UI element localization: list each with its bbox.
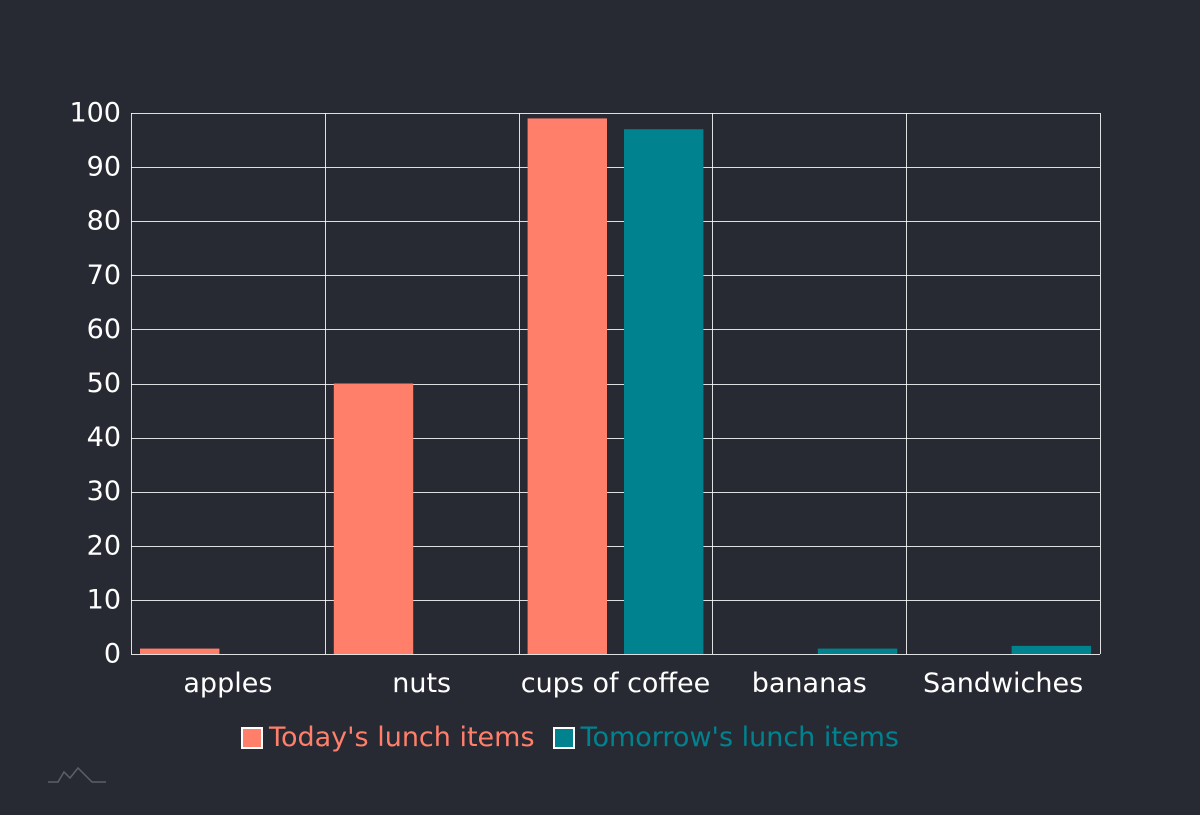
mountain-logo-icon — [48, 766, 106, 783]
bar-tomorrow-2[interactable] — [624, 129, 704, 655]
y-tick-label-40: 40 — [87, 422, 121, 453]
legend-item-today[interactable]: Today's lunch items — [241, 722, 535, 753]
legend-label-today: Today's lunch items — [269, 722, 535, 753]
grid-lines — [131, 113, 1101, 655]
legend-label-tomorrow: Tomorrow's lunch items — [580, 722, 899, 753]
x-tick-label-0: apples — [183, 668, 272, 699]
x-tick-label-3: bananas — [752, 668, 867, 699]
bar-today-2[interactable] — [527, 118, 607, 654]
legend-swatch-tomorrow — [552, 726, 575, 749]
bar-tomorrow-4[interactable] — [1011, 645, 1091, 654]
y-tick-label-10: 10 — [87, 584, 121, 615]
y-tick-label-60: 60 — [87, 314, 121, 345]
y-tick-label-0: 0 — [104, 639, 121, 670]
bar-tomorrow-3[interactable] — [817, 648, 898, 654]
bar-today-1[interactable] — [333, 383, 414, 655]
legend-item-tomorrow[interactable]: Tomorrow's lunch items — [552, 722, 899, 753]
legend-swatch-today — [241, 726, 264, 749]
x-axis-ticks: apples nuts cups of coffee bananas Sandwiche… — [183, 668, 1083, 699]
y-tick-label-50: 50 — [87, 368, 121, 399]
y-tick-label-70: 70 — [87, 260, 121, 291]
y-tick-label-90: 90 — [87, 152, 121, 183]
x-tick-label-4: Sandwiches — [923, 668, 1083, 699]
bars — [140, 118, 1091, 655]
y-tick-label-20: 20 — [87, 530, 121, 561]
legend: Today's lunch items Tomorrow's lunch ite… — [0, 722, 1140, 753]
y-tick-label-80: 80 — [87, 206, 121, 237]
x-tick-label-1: nuts — [392, 668, 451, 699]
x-tick-label-2: cups of coffee — [521, 668, 711, 699]
bar-today-0[interactable] — [140, 648, 220, 654]
y-tick-label-30: 30 — [87, 476, 121, 507]
y-tick-label-100: 100 — [69, 98, 121, 129]
y-axis-ticks: 0 10 20 30 40 50 60 70 80 90 100 — [69, 98, 121, 670]
